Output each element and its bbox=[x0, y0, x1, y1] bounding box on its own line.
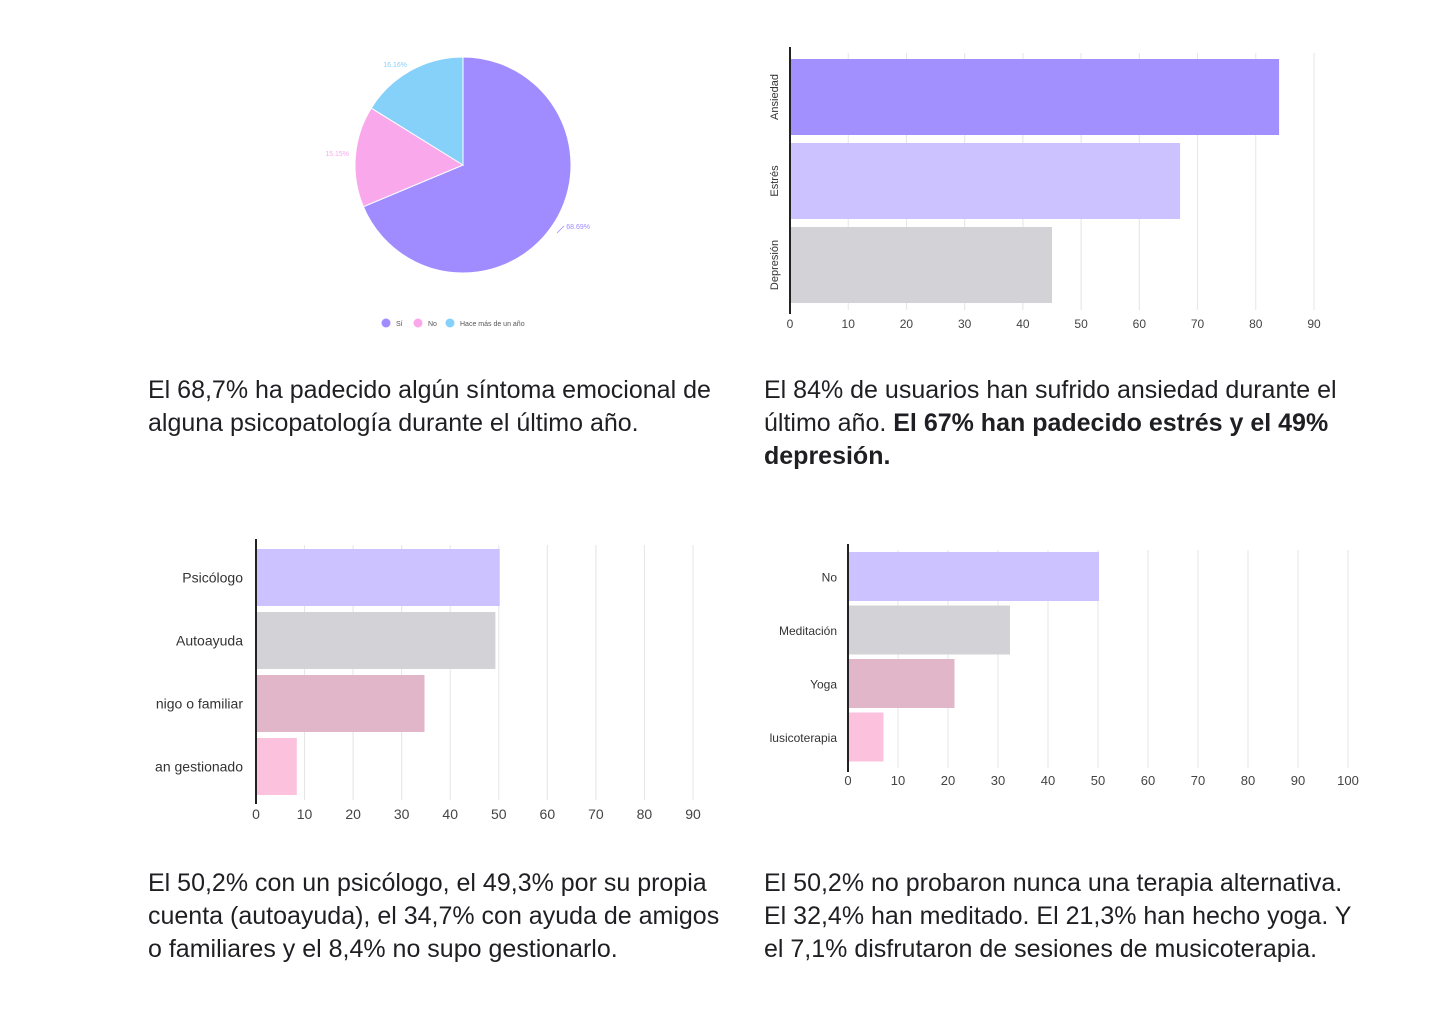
bar-lusicoterapia bbox=[848, 712, 884, 762]
category-label-4: an gestionado bbox=[155, 759, 243, 775]
x-tick-80: 80 bbox=[637, 806, 653, 822]
x-tick-30: 30 bbox=[991, 773, 1005, 788]
category-label-3: nigo o familiar bbox=[156, 696, 243, 712]
x-tick-40: 40 bbox=[1041, 773, 1055, 788]
pie-slice-2 bbox=[354, 107, 465, 208]
x-tick-90: 90 bbox=[685, 806, 701, 822]
pie-slice-label-2: 15.15% bbox=[325, 151, 349, 158]
x-tick-90: 90 bbox=[1291, 773, 1305, 788]
x-tick-90: 90 bbox=[1307, 317, 1321, 331]
therapies-bar-chart: 0 10 20 30 40 50 60 70 80 90 100 No Meditación Yoga lu… bbox=[770, 544, 1359, 788]
bar-nigo-o-familiar bbox=[256, 675, 425, 732]
x-tick-0: 0 bbox=[844, 773, 851, 788]
x-tick-20: 20 bbox=[941, 773, 955, 788]
symptoms-chart-panel: 0 10 20 30 40 50 60 70 80 90 Ansiedad Estrés Depresi… bbox=[760, 45, 1340, 345]
pie-chart-panel: 68.69% 15.15% 16.16% Sí No Hace más de un año bbox=[300, 40, 620, 340]
caption-management-text: El 50,2% con un psicólogo, el 49,3% por … bbox=[148, 869, 720, 963]
x-tick-20: 20 bbox=[345, 806, 361, 822]
x-tick-70: 70 bbox=[588, 806, 604, 822]
bar-psic-logo bbox=[256, 549, 500, 606]
category-label-2: Autoayuda bbox=[176, 633, 243, 649]
x-tick-30: 30 bbox=[394, 806, 410, 822]
legend-swatch-3 bbox=[445, 318, 455, 328]
legend-label-1: Sí bbox=[396, 321, 403, 328]
category-label-2: Estrés bbox=[769, 165, 781, 197]
x-tick-50: 50 bbox=[1074, 317, 1088, 331]
symptoms-bar-chart: 0 10 20 30 40 50 60 70 80 90 Ansiedad Estrés Depresi… bbox=[769, 47, 1321, 331]
x-tick-20: 20 bbox=[900, 317, 914, 331]
pie-slice-label-1: 68.69% bbox=[566, 224, 590, 231]
caption-symptoms-part1: El 84% de usuarios han sufrido ansiedad bbox=[764, 376, 1219, 404]
caption-symptoms: El 84% de usuarios han sufrido ansiedad … bbox=[764, 374, 1364, 473]
x-tick-40: 40 bbox=[442, 806, 458, 822]
category-label-1: Psicólogo bbox=[182, 570, 243, 586]
pie-leader-line bbox=[556, 225, 565, 234]
management-bar-chart: 0 10 20 30 40 50 60 70 80 90 Psicólogo Autoayuda nig… bbox=[155, 539, 701, 822]
x-tick-10: 10 bbox=[842, 317, 856, 331]
x-tick-60: 60 bbox=[1141, 773, 1155, 788]
bar-ansiedad bbox=[790, 59, 1280, 135]
bar-estr-s bbox=[790, 143, 1181, 219]
caption-therapies-text: El 50,2% no probaron nunca una terapia a… bbox=[764, 869, 1351, 963]
pie-slice-label-3: 16.16% bbox=[383, 62, 407, 69]
x-tick-70: 70 bbox=[1191, 317, 1205, 331]
pie-chart: 68.69% 15.15% 16.16% Sí No Hace más de un año bbox=[325, 56, 590, 328]
x-tick-50: 50 bbox=[491, 806, 507, 822]
x-tick-50: 50 bbox=[1091, 773, 1105, 788]
management-chart-panel: 0 10 20 30 40 50 60 70 80 90 Psicólogo Autoayuda nig… bbox=[148, 535, 748, 835]
category-label-2: Meditación bbox=[779, 624, 837, 638]
x-tick-0: 0 bbox=[787, 317, 794, 331]
x-tick-10: 10 bbox=[891, 773, 905, 788]
bar-an-gestionado bbox=[256, 738, 297, 795]
legend-swatch-1 bbox=[381, 318, 391, 328]
caption-pie: El 68,7% ha padecido algún síntoma emoci… bbox=[148, 374, 728, 440]
caption-pie-text: El 68,7% ha padecido algún síntoma emoci… bbox=[148, 376, 711, 437]
x-tick-30: 30 bbox=[958, 317, 972, 331]
x-tick-10: 10 bbox=[297, 806, 313, 822]
bar-meditaci-n bbox=[848, 605, 1010, 655]
x-tick-80: 80 bbox=[1249, 317, 1263, 331]
pie-slice-3 bbox=[370, 56, 464, 166]
category-label-4: lusicoterapia bbox=[770, 731, 838, 745]
caption-therapies: El 50,2% no probaron nunca una terapia a… bbox=[764, 867, 1364, 966]
caption-symptoms-part2: durante el último año. bbox=[764, 376, 1337, 437]
bar-autoayuda bbox=[256, 612, 496, 669]
category-label-1: No bbox=[822, 571, 838, 585]
category-label-3: Yoga bbox=[810, 678, 837, 692]
therapies-chart-panel: 0 10 20 30 40 50 60 70 80 90 100 No Meditación Yoga lu… bbox=[762, 540, 1362, 800]
x-tick-60: 60 bbox=[540, 806, 556, 822]
legend-label-2: No bbox=[428, 321, 437, 328]
x-tick-40: 40 bbox=[1016, 317, 1030, 331]
bar-no bbox=[848, 552, 1099, 601]
bar-depresi-n bbox=[790, 227, 1052, 303]
category-label-3: Depresión bbox=[769, 240, 781, 290]
legend-label-3: Hace más de un año bbox=[460, 321, 525, 328]
x-tick-60: 60 bbox=[1133, 317, 1147, 331]
x-tick-80: 80 bbox=[1241, 773, 1255, 788]
x-tick-0: 0 bbox=[252, 806, 260, 822]
x-tick-70: 70 bbox=[1191, 773, 1205, 788]
pie-slice-1 bbox=[362, 56, 572, 274]
bar-yoga bbox=[848, 659, 955, 708]
x-tick-100: 100 bbox=[1337, 773, 1359, 788]
caption-management: El 50,2% con un psicólogo, el 49,3% por … bbox=[148, 867, 728, 966]
legend-swatch-2 bbox=[413, 318, 423, 328]
category-label-1: Ansiedad bbox=[769, 74, 781, 120]
caption-symptoms-bold: El 67% han padecido estrés y el 49% depr… bbox=[764, 409, 1329, 470]
